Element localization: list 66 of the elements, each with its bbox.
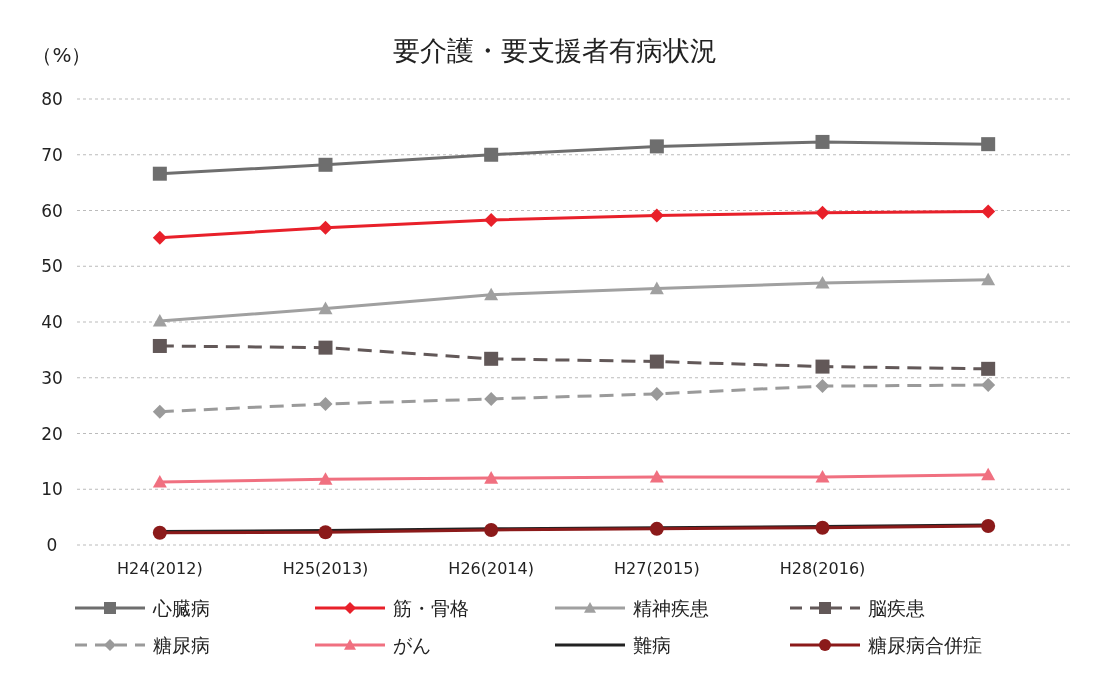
y-tick-label: 60	[41, 200, 63, 221]
point	[318, 340, 333, 355]
legend-label: 糖尿病	[153, 634, 210, 656]
point	[318, 301, 333, 315]
point	[815, 359, 830, 374]
y-tick-label: 80	[41, 89, 63, 109]
y-tick-label: 70	[41, 144, 63, 165]
y-tick-label: 10	[41, 479, 63, 500]
point	[649, 386, 664, 401]
x-tick-label: H26(2014)	[448, 559, 534, 578]
point	[484, 147, 499, 162]
point	[815, 379, 830, 394]
legend-label: 難病	[633, 634, 671, 656]
legend-label: 糖尿病合併症	[868, 634, 982, 656]
point	[152, 313, 167, 327]
point	[152, 230, 167, 245]
chart-title: 要介護・要支援者有病状況	[393, 35, 717, 66]
point	[484, 212, 499, 227]
x-tick-label: H24(2012)	[117, 559, 203, 578]
point	[981, 204, 996, 219]
point	[981, 378, 996, 392]
point	[981, 137, 996, 152]
y-tick-label: 40	[41, 312, 63, 332]
point	[152, 404, 167, 419]
point	[318, 396, 333, 411]
point	[484, 522, 499, 537]
y-axis-title: （%）	[32, 43, 92, 67]
point	[649, 208, 664, 223]
point	[649, 281, 664, 295]
y-tick-label: 20	[41, 423, 63, 444]
point	[484, 287, 499, 301]
legend-label: 脳疾患	[868, 597, 925, 619]
legend-label: 精神疾患	[633, 597, 709, 619]
point	[484, 391, 499, 406]
point	[649, 354, 664, 369]
point	[484, 471, 499, 484]
point	[649, 469, 664, 483]
legend-label: 筋・骨格	[393, 597, 469, 619]
point	[649, 521, 664, 536]
point	[152, 338, 167, 353]
point	[152, 525, 167, 540]
point	[981, 467, 996, 481]
point	[815, 520, 830, 535]
y-tick-label: 0	[46, 535, 58, 555]
point	[318, 220, 333, 235]
x-tick-label: H27(2015)	[614, 559, 700, 578]
y-tick-label: 50	[41, 256, 63, 277]
legend-label: がん	[393, 634, 431, 656]
x-tick-label: H25(2013)	[282, 559, 369, 578]
point	[981, 361, 996, 376]
y-tick-label: 30	[41, 367, 63, 388]
point	[484, 351, 499, 366]
point	[649, 139, 664, 154]
point	[981, 272, 996, 286]
point	[318, 157, 333, 172]
point	[981, 519, 996, 534]
point	[318, 472, 333, 485]
point	[152, 166, 167, 181]
point	[815, 469, 830, 483]
point	[815, 205, 830, 220]
point	[815, 134, 830, 149]
x-tick-label: H28(2016)	[779, 559, 866, 578]
point	[318, 525, 333, 540]
legend-label: 心臓病	[152, 597, 210, 619]
point	[152, 475, 167, 488]
point	[815, 275, 830, 289]
